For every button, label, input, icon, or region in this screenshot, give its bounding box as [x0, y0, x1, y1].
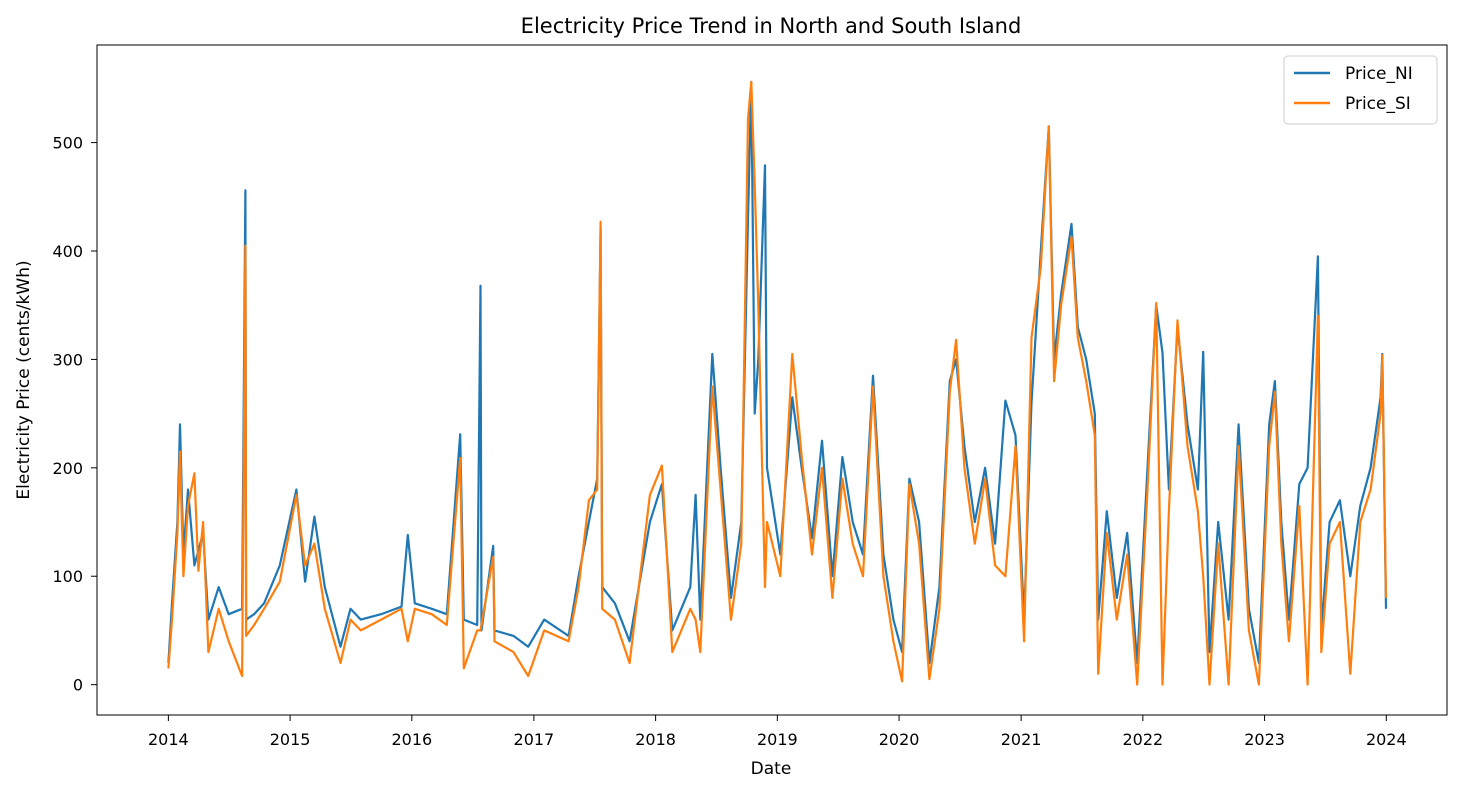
legend: Price_NI Price_SI: [1283, 55, 1438, 125]
x-tick-label: 2017: [514, 730, 555, 749]
x-tick-label: 2019: [757, 730, 798, 749]
x-tick-label: 2016: [391, 730, 432, 749]
series-layer: [167, 80, 1388, 686]
series-line-price-si: [167, 80, 1388, 686]
legend-label: Price_SI: [1345, 94, 1411, 114]
legend-label: Price_NI: [1345, 64, 1413, 84]
x-tick-label: 2015: [270, 730, 311, 749]
plot-frame: [96, 44, 1448, 716]
x-tick-label: 2020: [879, 730, 920, 749]
x-tick-label: 2018: [635, 730, 676, 749]
y-tick-label: 400: [52, 242, 83, 261]
y-tick-label: 300: [52, 350, 83, 369]
y-tick-label: 200: [52, 459, 83, 478]
y-axis-label: Electricity Price (cents/kWh): [14, 260, 34, 499]
x-axis-label: Date: [751, 759, 792, 779]
x-tick-label: 2021: [1001, 730, 1042, 749]
y-tick-label: 500: [52, 134, 83, 153]
y-tick-label: 0: [73, 676, 83, 695]
y-tick-label: 100: [52, 567, 83, 586]
chart-title: Electricity Price Trend in North and Sou…: [521, 14, 1022, 38]
x-tick-label: 2024: [1366, 730, 1407, 749]
x-tick-label: 2023: [1244, 730, 1285, 749]
x-tick-label: 2022: [1122, 730, 1163, 749]
y-axis: 0 100 200 300 400 500: [52, 134, 97, 695]
x-tick-label: 2014: [148, 730, 189, 749]
x-axis: 2014 2015 2016 2017 2018 2019 2020 2021 2022 2023…: [148, 715, 1407, 749]
